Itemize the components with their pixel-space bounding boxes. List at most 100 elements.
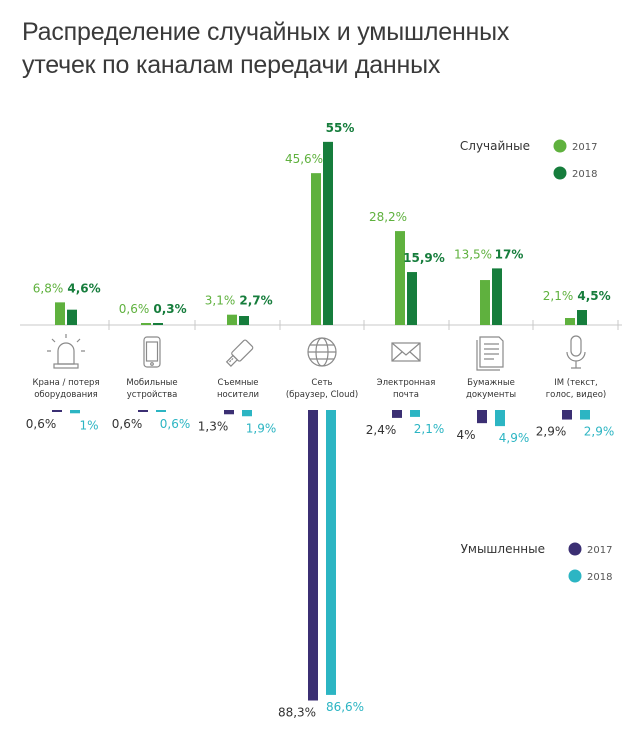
- data-label-intentional-2018: 0,6%: [160, 417, 191, 431]
- bar-intentional-2018: [326, 410, 336, 695]
- siren-base: [53, 363, 79, 369]
- bar-intentional-2017: [224, 410, 234, 415]
- chart-title-line-2: утечек по каналам передачи данных: [22, 51, 441, 79]
- bar-intentional-2018: [495, 410, 505, 427]
- data-label-accidental-2018: 55%: [326, 121, 355, 135]
- legend-intentional-marker-2017: [568, 542, 582, 556]
- globe-icon: [307, 337, 337, 367]
- data-label-accidental-2017: 45,6%: [285, 152, 323, 166]
- bar-accidental-2017: [141, 323, 151, 325]
- legend-accidental-marker-2017: [553, 139, 567, 153]
- bar-accidental-2018: [492, 268, 502, 325]
- document-lines: [484, 343, 499, 360]
- bar-intentional-2017: [52, 410, 62, 412]
- category-label: документы: [466, 390, 516, 400]
- usb-rotated: [225, 339, 254, 367]
- microphone-icon: [566, 335, 586, 369]
- category-label: голос, видео): [546, 390, 607, 400]
- document-icon: [476, 336, 504, 371]
- data-label-intentional-2018: 1%: [79, 418, 98, 432]
- bar-accidental-2017: [480, 280, 490, 325]
- bar-accidental-2018: [153, 323, 163, 325]
- data-label-accidental-2017: 0,6%: [119, 302, 150, 316]
- data-label-accidental-2018: 2,7%: [239, 294, 272, 308]
- data-label-intentional-2018: 2,1%: [414, 422, 445, 436]
- data-label-intentional-2018: 86,6%: [326, 700, 364, 714]
- bar-intentional-2017: [477, 410, 487, 424]
- data-label-intentional-2017: 2,9%: [536, 425, 567, 439]
- phone-screen: [145, 341, 159, 362]
- data-label-accidental-2018: 4,6%: [67, 281, 100, 295]
- usb-flash-icon: [225, 339, 254, 367]
- bar-accidental-2018: [577, 310, 587, 325]
- bar-accidental-2017: [55, 302, 65, 325]
- category-label: устройства: [127, 390, 178, 400]
- bar-intentional-2018: [156, 410, 166, 412]
- usb-body: [231, 339, 254, 362]
- globe-parallels: [308, 344, 336, 360]
- bar-intentional-2018: [410, 410, 420, 417]
- bar-accidental-2017: [565, 318, 575, 325]
- bar-accidental-2017: [395, 231, 405, 325]
- data-label-intentional-2017: 88,3%: [278, 706, 316, 720]
- data-label-accidental-2018: 15,9%: [403, 251, 445, 265]
- bar-accidental-2018: [67, 309, 77, 325]
- data-label-accidental-2017: 2,1%: [543, 289, 574, 303]
- bar-accidental-2018: [407, 272, 417, 325]
- data-label-accidental-2018: 4,5%: [577, 289, 610, 303]
- bar-intentional-2017: [308, 410, 318, 701]
- category-label: IM (текст,: [554, 378, 598, 388]
- legend-intentional-label-2018: 2018: [587, 572, 612, 583]
- mic-stand: [566, 351, 586, 369]
- envelope-body: [391, 342, 421, 362]
- bar-accidental-2018: [239, 316, 249, 325]
- envelope-icon: [391, 342, 421, 362]
- bar-intentional-2018: [242, 410, 252, 417]
- data-label-intentional-2017: 1,3%: [198, 419, 229, 433]
- bar-intentional-2018: [580, 410, 590, 420]
- data-label-accidental-2017: 6,8%: [33, 281, 64, 295]
- usb-contacts: [229, 357, 234, 363]
- bar-intentional-2017: [138, 410, 148, 412]
- bar-intentional-2017: [562, 410, 572, 420]
- category-label: Электронная: [377, 378, 436, 388]
- usb-plug: [225, 354, 239, 367]
- bar-intentional-2018: [70, 410, 80, 414]
- data-label-intentional-2018: 4,9%: [499, 431, 530, 445]
- siren-dome: [57, 342, 75, 365]
- siren-rays: [47, 334, 85, 352]
- mic-head: [570, 335, 582, 357]
- document-page: [479, 336, 504, 368]
- legend-intentional-title: Умышленные: [461, 542, 545, 556]
- category-label: Крана / потеря: [32, 378, 99, 388]
- phone-button: [150, 362, 154, 366]
- data-label-accidental-2018: 0,3%: [153, 302, 186, 316]
- category-label: почта: [393, 390, 419, 400]
- bar-accidental-2017: [227, 314, 237, 325]
- smartphone-icon: [143, 336, 161, 368]
- category-label: Бумажные: [467, 378, 515, 388]
- category-label: (браузер, Cloud): [286, 390, 358, 400]
- legend-accidental-title: Случайные: [460, 139, 530, 153]
- phone-body: [143, 336, 161, 368]
- bar-accidental-2017: [311, 173, 321, 325]
- data-label-accidental-2018: 17%: [495, 247, 524, 261]
- data-label-accidental-2017: 3,1%: [205, 294, 236, 308]
- data-label-intentional-2017: 4%: [456, 428, 475, 442]
- category-label: Сеть: [311, 378, 332, 388]
- data-label-intentional-2017: 0,6%: [112, 417, 143, 431]
- data-label-accidental-2017: 13,5%: [454, 247, 492, 261]
- legend-accidental-label-2017: 2017: [572, 142, 597, 153]
- legend-accidental-label-2018: 2018: [572, 169, 597, 180]
- category-label: носители: [217, 390, 259, 400]
- chart-title: Распределение случайных и умышленных уте…: [22, 16, 509, 82]
- category-label: оборудования: [34, 390, 98, 400]
- legend-intentional-label-2017: 2017: [587, 545, 612, 556]
- data-label-intentional-2018: 1,9%: [246, 421, 277, 435]
- data-label-intentional-2018: 2,9%: [584, 425, 615, 439]
- legend-accidental-marker-2018: [553, 166, 567, 180]
- data-label-intentional-2017: 2,4%: [366, 423, 397, 437]
- chart-title-line-1: Распределение случайных и умышленных: [22, 18, 510, 46]
- bar-intentional-2017: [392, 410, 402, 418]
